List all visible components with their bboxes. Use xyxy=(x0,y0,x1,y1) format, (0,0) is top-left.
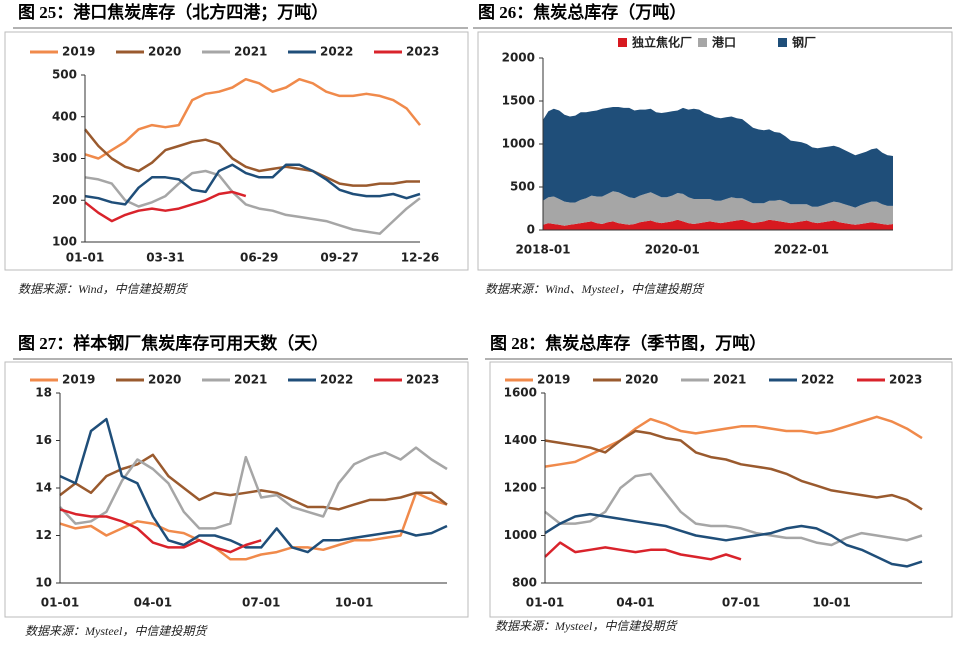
legend-label: 2020 xyxy=(148,45,181,59)
legend-label: 2023 xyxy=(889,373,922,387)
legend-label: 2022 xyxy=(801,373,834,387)
legend-swatch xyxy=(698,38,707,47)
source-note: 数据来源：Wind、Mysteel，中信建投期货 xyxy=(485,282,705,296)
y-tick-label: 16 xyxy=(35,433,52,447)
x-tick-label: 10-01 xyxy=(812,596,850,610)
x-tick-label: 07-01 xyxy=(722,596,760,610)
series-line xyxy=(59,417,448,554)
chart-title: 图 25：港口焦炭库存（北方四港；万吨） xyxy=(18,2,328,22)
legend-label: 独立焦化厂 xyxy=(631,35,692,50)
y-tick-label: 100 xyxy=(52,235,77,249)
legend-label: 2022 xyxy=(320,373,353,387)
legend-label: 2020 xyxy=(625,373,658,387)
series-line xyxy=(84,190,247,223)
chart-title: 图 27：样本钢厂焦炭库存可用天数（天） xyxy=(18,333,328,353)
series-line xyxy=(544,415,923,468)
series-line xyxy=(84,169,421,235)
legend-label: 2021 xyxy=(713,373,746,387)
y-tick-label: 400 xyxy=(52,109,77,123)
y-tick-label: 1200 xyxy=(504,481,537,495)
legend-label: 2019 xyxy=(62,45,95,59)
y-tick-label: 0 xyxy=(527,223,535,237)
x-tick-label: 10-01 xyxy=(335,596,373,610)
x-tick-label: 2018-01 xyxy=(515,243,570,257)
x-tick-label: 04-01 xyxy=(134,596,172,610)
legend-label: 2019 xyxy=(62,373,95,387)
y-tick-label: 10 xyxy=(35,576,52,590)
y-tick-label: 300 xyxy=(52,151,77,165)
x-tick-label: 2022-01 xyxy=(774,243,829,257)
chart-frame xyxy=(4,31,469,271)
y-tick-label: 1000 xyxy=(504,528,537,542)
stacked-area xyxy=(543,191,893,226)
y-tick-label: 1600 xyxy=(504,386,537,400)
legend-label: 2022 xyxy=(320,45,353,59)
y-tick-label: 18 xyxy=(35,386,52,400)
x-tick-label: 12-26 xyxy=(401,251,439,265)
y-tick-label: 500 xyxy=(52,68,77,82)
x-tick-label: 01-01 xyxy=(526,596,564,610)
y-tick-label: 1000 xyxy=(502,137,535,151)
series-line xyxy=(84,163,421,206)
x-tick-label: 2020-01 xyxy=(645,243,700,257)
y-tick-label: 200 xyxy=(52,193,77,207)
x-tick-label: 01-01 xyxy=(66,251,104,265)
legend-swatch xyxy=(618,38,627,47)
source-note: 数据来源：Mysteel，中信建投期货 xyxy=(495,619,678,633)
stacked-area xyxy=(543,107,893,208)
x-tick-label: 06-29 xyxy=(240,251,278,265)
series-line xyxy=(544,429,923,511)
x-tick-label: 03-31 xyxy=(146,251,184,265)
y-tick-label: 2000 xyxy=(502,51,535,65)
y-tick-label: 12 xyxy=(35,528,52,542)
y-tick-label: 14 xyxy=(35,481,52,495)
series-line xyxy=(544,472,923,547)
series-line xyxy=(84,77,421,160)
x-tick-label: 04-01 xyxy=(616,596,654,610)
legend-label: 2023 xyxy=(406,45,439,59)
y-tick-label: 1400 xyxy=(504,433,537,447)
legend-label: 港口 xyxy=(712,35,736,50)
legend-label: 2019 xyxy=(537,373,570,387)
series-line xyxy=(544,541,742,561)
chart-title: 图 28：焦炭总库存（季节图，万吨） xyxy=(490,333,766,353)
series-line xyxy=(59,453,448,511)
chart-frame xyxy=(4,361,469,618)
legend-label: 2021 xyxy=(234,45,267,59)
legend-label: 2021 xyxy=(234,373,267,387)
series-line xyxy=(544,512,923,568)
series-line xyxy=(59,508,262,554)
legend-label: 2023 xyxy=(406,373,439,387)
chart-frame xyxy=(477,31,953,271)
x-tick-label: 07-01 xyxy=(242,596,280,610)
source-note: 数据来源：Mysteel，中信建投期货 xyxy=(25,624,208,638)
source-note: 数据来源：Wind，中信建投期货 xyxy=(18,282,189,296)
x-tick-label: 09-27 xyxy=(320,251,358,265)
legend-swatch xyxy=(778,38,787,47)
chart-title: 图 26：焦炭总库存（万吨） xyxy=(478,2,686,22)
x-tick-label: 01-01 xyxy=(41,596,79,610)
series-line xyxy=(84,128,420,187)
legend-label: 2020 xyxy=(148,373,181,387)
y-tick-label: 1500 xyxy=(502,94,535,108)
stacked-area xyxy=(543,219,893,230)
y-tick-label: 500 xyxy=(510,180,535,194)
y-tick-label: 800 xyxy=(512,576,537,590)
legend-label: 钢厂 xyxy=(792,35,816,50)
chart-frame xyxy=(489,361,953,618)
series-line xyxy=(59,491,448,561)
